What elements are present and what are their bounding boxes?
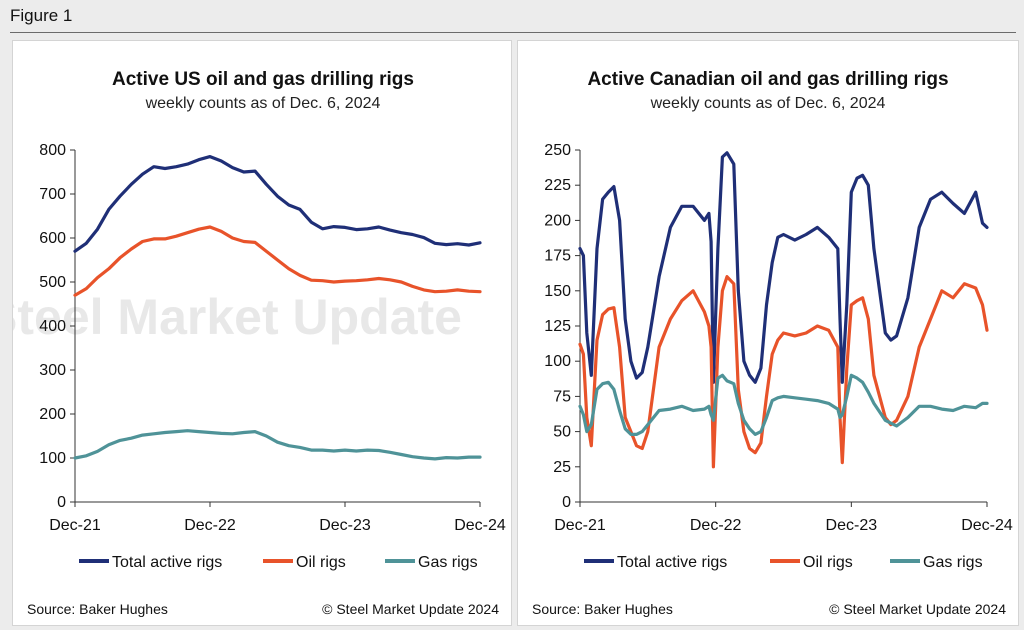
y-tick-label: 600 [39,230,66,247]
y-tick-label: 225 [544,177,571,194]
legend: Total active rigs Oil rigs Gas rigs [584,554,983,571]
y-tick-label: 100 [544,353,571,370]
y-tick-label: 50 [553,424,571,441]
series-lines [578,151,989,469]
series-line-0 [578,151,989,384]
canada-rig-chart: Active Canadian oil and gas drilling rig… [532,69,1013,617]
y-tick-label: 250 [544,142,571,159]
y-tick-label: 125 [544,318,571,335]
y-tick-label: 150 [544,283,571,300]
y-tick-label: 75 [553,388,571,405]
source-note: Source: Baker Hughes [532,601,673,617]
x-tick-label: Dec-22 [690,517,742,534]
y-tick-label: 25 [553,459,571,476]
y-tick-label: 400 [39,318,66,335]
series-line-2 [578,373,989,436]
chart-title: Active US oil and gas drilling rigs [112,69,414,90]
y-tick-label: 300 [39,362,66,379]
chart-subtitle: weekly counts as of Dec. 6, 2024 [145,95,381,112]
x-tick-label: Dec-24 [961,517,1013,534]
y-tick-label: 800 [39,142,66,159]
figure-divider [10,32,1016,33]
x-tick-label: Dec-23 [319,517,371,534]
source-note: Source: Baker Hughes [27,601,168,617]
figure-label: Figure 1 [10,6,73,25]
x-tick-label: Dec-23 [826,517,878,534]
us-rig-chart: Steel Market Update Active US oil and ga… [13,69,506,617]
series-line-0 [73,154,482,253]
x-tick-label: Dec-21 [49,517,101,534]
chart-subtitle: weekly counts as of Dec. 6, 2024 [650,95,886,112]
legend-label: Oil rigs [296,554,346,571]
y-tick-label: 175 [544,248,571,265]
x-axis-ticks: Dec-21 Dec-22 Dec-23 Dec-24 [554,502,1013,534]
canada-rig-chart-panel: Active Canadian oil and gas drilling rig… [517,40,1019,626]
series-line-2 [73,429,482,461]
watermark: Steel Market Update [13,289,462,345]
legend-label: Total active rigs [112,554,222,571]
legend-label: Oil rigs [803,554,853,571]
legend-label: Gas rigs [923,554,983,571]
y-tick-label: 0 [57,494,66,511]
legend-label: Gas rigs [418,554,478,571]
y-tick-label: 200 [544,212,571,229]
copyright-note: © Steel Market Update 2024 [322,601,499,617]
y-tick-label: 700 [39,186,66,203]
y-tick-label: 100 [39,450,66,467]
series-lines [73,154,482,461]
x-tick-label: Dec-24 [454,517,506,534]
legend: Total active rigs Oil rigs Gas rigs [79,554,478,571]
y-tick-label: 200 [39,406,66,423]
x-tick-label: Dec-22 [184,517,236,534]
y-tick-label: 500 [39,274,66,291]
x-tick-label: Dec-21 [554,517,606,534]
us-rig-chart-panel: Steel Market Update Active US oil and ga… [12,40,512,626]
legend-label: Total active rigs [617,554,727,571]
y-axis-ticks: 0 100 200 300 400 500 600 700 800 [39,142,75,511]
y-tick-label: 0 [562,494,571,511]
x-axis-ticks: Dec-21 Dec-22 Dec-23 Dec-24 [49,502,506,534]
copyright-note: © Steel Market Update 2024 [829,601,1006,617]
y-axis-ticks: 0 25 50 75 100 125 150 175 200 225 250 [544,142,580,511]
chart-title: Active Canadian oil and gas drilling rig… [587,69,948,90]
series-line-1 [73,225,482,297]
